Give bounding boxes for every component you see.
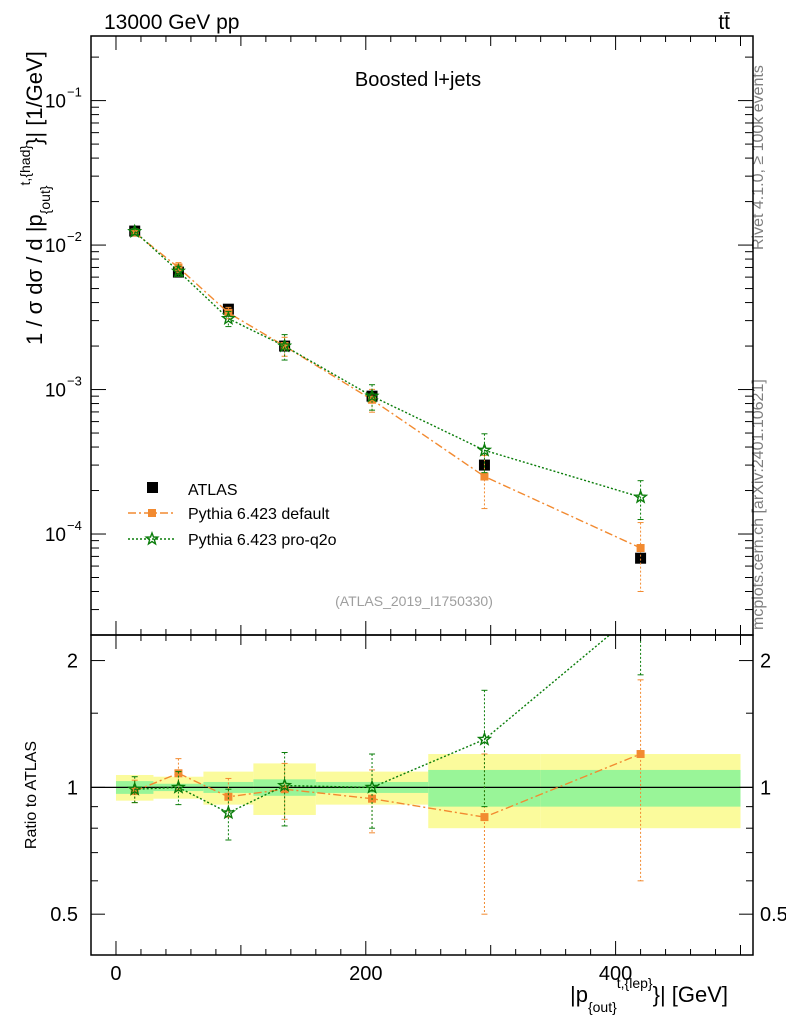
ratio-series [127,603,646,915]
ratio-y-axis-label: Ratio to ATLAS [23,741,40,849]
svg-text:1 / σ dσ / d |p{out}t,{had}}|: 1 / σ dσ / d |p{out}t,{had}}| [1/GeV] [17,51,53,345]
source-label: mcplots.cern.ch [arXiv:2401.10621] [750,379,767,630]
analysis-tag: (ATLAS_2019_I1750330) [335,593,493,609]
y-tick-exponent: −3 [67,374,82,389]
process-label: tt̄ [718,11,730,34]
pythia-q2o-point [220,310,237,325]
ratio-pythia-q2o-point [170,779,186,794]
upper-series [127,223,649,593]
pythia-q2o-point [276,338,293,353]
chart-title: Boosted l+jets [355,69,481,91]
ratio-tick-label-right: 2 [760,651,771,673]
ratio-frame [90,634,754,956]
y-axis-label: 1 / σ dσ / d |p{out}t,{had}}| [1/GeV] [17,51,53,345]
legend: ATLAS Pythia 6.423 default Pythia 6.423 pr… [128,482,337,549]
pythia-default-point [480,472,489,481]
y-axis-label-tail: }| [1/GeV] [22,51,47,145]
pythia-q2o-point [632,489,649,504]
pythia-default-point [636,544,645,553]
legend-marker-default [148,509,156,517]
ratio-pythia-q2o-point [127,781,143,796]
x-tick-label: 200 [349,963,382,985]
energy-label: 13000 GeV pp [104,11,239,34]
y-tick-exponent: −1 [67,85,82,100]
legend-marker-atlas [147,482,158,493]
x-axis-label-main: |p [570,982,588,1007]
ratio-pythia-default-point [636,750,645,759]
x-tick-label: 400 [599,963,632,985]
y-tick-exponent: −4 [67,518,82,533]
y-tick-label: 10 [45,525,66,546]
x-axis-label: |p{out}t,{lep}}| [GeV] [570,975,728,1015]
pythia-q2o-point [127,223,143,239]
rivet-label: Rivet 4.1.0, ≥ 100k events [750,65,767,250]
ratio-tick-label: 2 [67,651,78,673]
upper-ticks: 10−110−210−310−4 [45,36,753,636]
pythia-q2o-point [170,263,187,278]
ratio-pythia-default-point [480,813,489,822]
ratio-pythia-default-point [224,792,233,801]
ratio-tick-label-right: 0.5 [760,904,786,926]
legend-label-q2o: Pythia 6.423 pro-q2o [188,532,337,549]
pythia-q2o-point [476,442,493,457]
pythia-default-point [368,395,377,404]
pythia-q2o-line [134,231,641,498]
ratio-pythia-q2o-point [364,779,380,794]
ratio-pythia-q2o-point [220,804,237,820]
y-tick-exponent: −2 [67,229,82,244]
y-axis-label-main: 1 / σ dσ / d |p [22,214,47,345]
pythia-default-point [280,342,289,351]
ratio-ticks: 0 200 400 0.5 0.5 1 1 2 2 [50,635,786,985]
x-tick-label: 0 [110,963,121,985]
pythia-default-line [134,232,641,549]
legend-label-default: Pythia 6.423 default [188,506,330,523]
x-axis-label-sup: t,{lep} [617,975,653,991]
y-tick-label: 10 [45,92,66,113]
ratio-pythia-q2o-point [276,777,293,792]
ratio-panel [91,754,753,829]
ratio-tick-label-right: 1 [760,777,771,799]
ratio-pythia-q2o-point [476,731,493,746]
y-axis-label-sub: {out} [37,185,53,214]
legend-marker-q2o [144,531,160,546]
ratio-tick-label: 0.5 [50,904,78,926]
y-tick-label: 10 [45,236,66,257]
x-axis-label-tail: }| [GeV] [653,982,728,1007]
atlas-point [635,552,647,564]
y-axis-label-sup: t,{had} [17,145,33,186]
pythia-q2o-point [364,388,380,403]
ratio-pythia-q2o-point [635,603,646,614]
ratio-tick-label: 1 [67,777,78,799]
legend-label-atlas: ATLAS [188,482,238,499]
x-axis-label-sub: {out} [588,999,617,1015]
y-tick-label: 10 [45,381,66,402]
